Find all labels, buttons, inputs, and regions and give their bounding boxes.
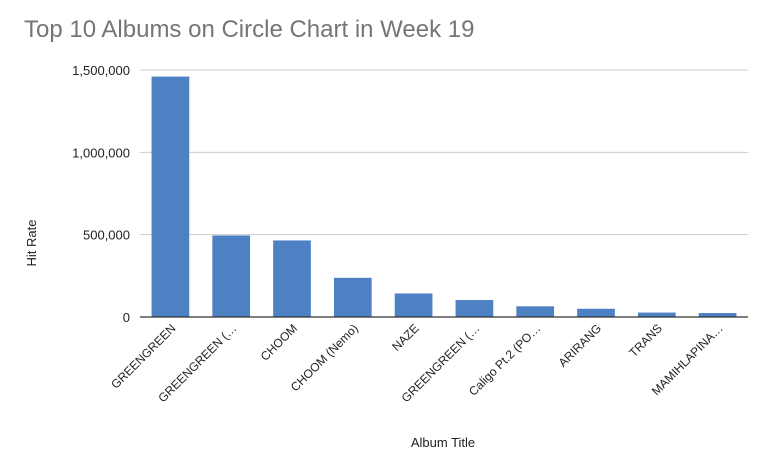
bar xyxy=(455,300,494,317)
x-tick-label: CHOOM xyxy=(258,321,300,363)
x-tick-label: NAZE xyxy=(389,321,422,354)
y-tick-label: 1,500,000 xyxy=(72,63,130,78)
bars xyxy=(151,76,737,317)
bar xyxy=(698,313,737,317)
bar xyxy=(637,312,676,317)
bar xyxy=(516,306,555,317)
bar xyxy=(577,308,615,317)
y-axis-title: Hit Rate xyxy=(24,220,39,267)
y-tick-label: 1,000,000 xyxy=(72,145,130,160)
x-tick-label: TRANS xyxy=(626,321,665,360)
y-tick-label: 0 xyxy=(123,310,130,325)
x-tick-label: ARIRANG xyxy=(556,321,605,370)
bar xyxy=(212,235,251,317)
bar xyxy=(273,240,311,317)
bar xyxy=(151,76,190,317)
bar xyxy=(333,277,372,317)
chart-title: Top 10 Albums on Circle Chart in Week 19 xyxy=(24,16,475,43)
bar xyxy=(394,293,433,317)
x-axis-title: Album Title xyxy=(411,435,475,450)
y-tick-label: 500,000 xyxy=(83,228,130,243)
x-tick-label: GREENGREEN xyxy=(108,321,178,391)
gridlines xyxy=(140,69,748,236)
